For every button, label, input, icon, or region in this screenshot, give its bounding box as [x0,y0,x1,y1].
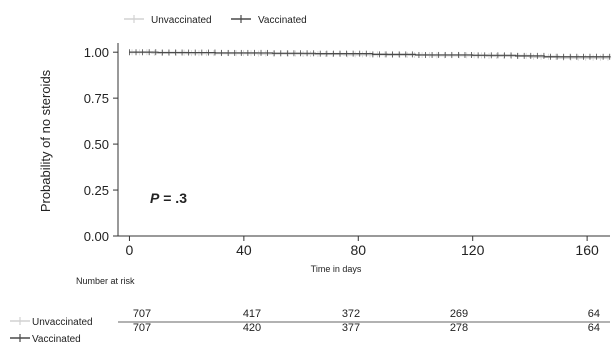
x-tick-label: 120 [461,242,485,258]
x-tick-label: 40 [236,242,252,258]
risk-value-unvaccinated: 417 [243,308,261,320]
y-tick-label: 0.75 [84,91,109,106]
risk-table: Unvaccinated 707 417 372 269 64 Vaccinated 707 4… [10,308,600,345]
legend-item-unvaccinated: Unvaccinated [124,15,212,26]
risk-value-vaccinated: 420 [243,322,261,334]
legend: Unvaccinated Vaccinated [124,15,307,26]
risk-value-vaccinated: 278 [450,322,468,334]
x-axis-label: Time in days [311,264,362,274]
y-ticks: 0.00 0.25 0.50 0.75 1.00 [84,45,118,244]
legend-label-vaccinated: Vaccinated [258,15,307,26]
legend-item-vaccinated: Vaccinated [231,15,307,26]
y-tick-label: 0.00 [84,229,109,244]
risk-value-unvaccinated: 269 [450,308,468,320]
risk-table-title: Number at risk [76,276,135,286]
y-axis-label: Probability of no steroids [38,69,53,212]
risk-row-label-vaccinated: Vaccinated [32,334,81,345]
y-tick-label: 0.50 [84,137,109,152]
y-tick-label: 1.00 [84,45,109,60]
x-tick-label: 0 [126,242,134,258]
p-value-letter: P [150,190,160,206]
risk-value-unvaccinated: 64 [588,308,600,320]
risk-value-unvaccinated: 707 [133,308,151,320]
legend-label-unvaccinated: Unvaccinated [151,15,212,26]
series-layer [129,49,612,61]
risk-value-vaccinated: 707 [133,322,151,334]
y-tick-label: 0.25 [84,183,109,198]
x-tick-label: 160 [575,242,599,258]
p-value-number: = .3 [159,190,187,206]
x-tick-label: 80 [350,242,366,258]
x-ticks: 0 40 80 120 160 [126,236,599,258]
risk-value-vaccinated: 64 [588,322,600,334]
risk-value-unvaccinated: 372 [342,308,360,320]
risk-row-label-unvaccinated: Unvaccinated [32,317,93,328]
p-value-annotation: P = .3 [150,190,187,206]
risk-value-vaccinated: 377 [342,322,360,334]
